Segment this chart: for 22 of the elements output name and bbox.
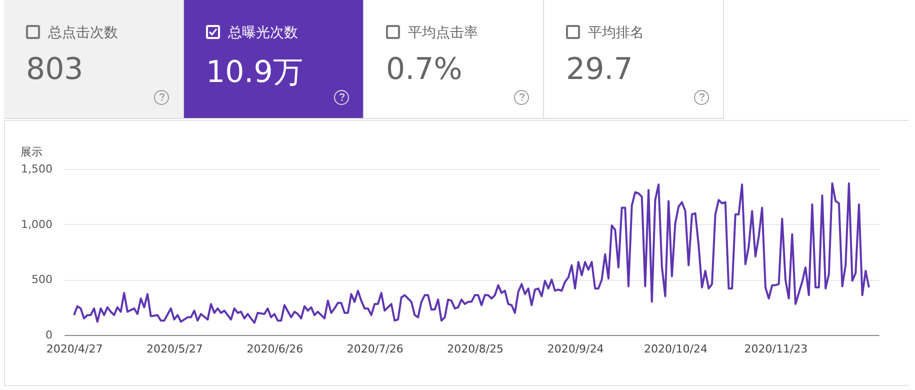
text: 总曝光次数	[228, 24, 298, 42]
line-series	[73, 182, 870, 324]
y-tick-label: 1,500	[21, 162, 52, 176]
x-tick-label: 2020/10/24	[644, 342, 708, 356]
y-axis-title: 展示	[20, 146, 42, 158]
text: 803	[26, 52, 84, 87]
y-tick-label: 0	[46, 328, 52, 342]
x-tick-label: 2020/5/27	[146, 342, 203, 356]
text: 29.7	[566, 52, 633, 87]
x-tick-label: 2020/9/24	[547, 342, 604, 356]
y-tick-label: 1,000	[21, 218, 52, 231]
x-tick-label: 2020/7/26	[346, 342, 404, 356]
text: 平均点击率	[408, 24, 478, 42]
x-tick-label: 2020/4/27	[46, 342, 103, 356]
x-tick-label: 2020/6/26	[246, 342, 304, 356]
text: 10.9万	[206, 54, 303, 92]
text: 总点击次数	[48, 24, 118, 42]
y-tick-label: 500	[32, 273, 52, 286]
x-tick-label: 2020/11/23	[744, 342, 808, 356]
text: 0.7%	[386, 52, 462, 87]
x-tick-label: 2020/8/25	[447, 342, 504, 356]
text: 平均排名	[588, 24, 644, 42]
